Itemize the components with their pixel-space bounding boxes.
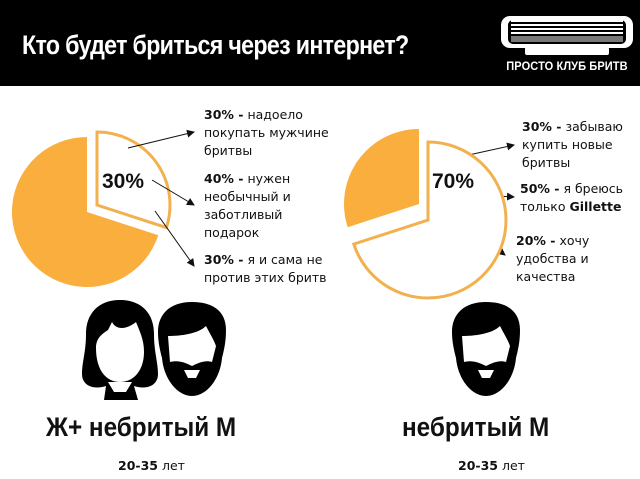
pie-slice-others xyxy=(11,137,159,287)
header-banner: Кто будет бриться через интернет? ПРОСТО… xyxy=(0,0,640,86)
note-left-3: 30% - я и сама не против этих бритв xyxy=(204,252,327,285)
segment-title-right: небритый М xyxy=(402,412,550,442)
note-right-1: 30% - забываю купить новые бритвы xyxy=(522,119,623,170)
note-right-2: 50% - я бреюсь только Gillette xyxy=(520,181,624,214)
page-title: Кто будет бриться через интернет? xyxy=(22,30,409,60)
razor-cartridge-icon xyxy=(501,16,633,55)
pie-slice-highlighted xyxy=(351,140,508,300)
note-left-1: 30% - надоело покупать мужчине бритвы xyxy=(204,107,329,158)
pie-chart-right xyxy=(344,129,508,300)
segment-age-right: 20-35 лет xyxy=(458,458,525,473)
segment-age-left: 20-35 лет xyxy=(118,458,185,473)
brand-logo: ПРОСТО КЛУБ БРИТВ xyxy=(497,14,637,76)
pie-slice-others xyxy=(344,129,419,228)
woman-silhouette-icon xyxy=(82,300,158,400)
pie-chart-left xyxy=(11,130,172,287)
bearded-man-silhouette-icon xyxy=(452,302,520,396)
pie-left-center-label: 30% xyxy=(102,170,145,193)
pie-right-center-label: 70% xyxy=(432,170,475,193)
segment-title-left: Ж+ небритый М xyxy=(46,412,237,442)
bearded-man-silhouette-icon xyxy=(158,302,226,396)
brand-name: Gillette xyxy=(569,199,622,214)
note-right-3: 20% - хочу удобства и качества xyxy=(516,233,590,284)
logo-text: ПРОСТО КЛУБ БРИТВ xyxy=(506,59,628,73)
pie-slice-highlighted xyxy=(95,130,172,230)
note-left-2: 40% - нужен необычный и заботливый подар… xyxy=(204,171,291,240)
